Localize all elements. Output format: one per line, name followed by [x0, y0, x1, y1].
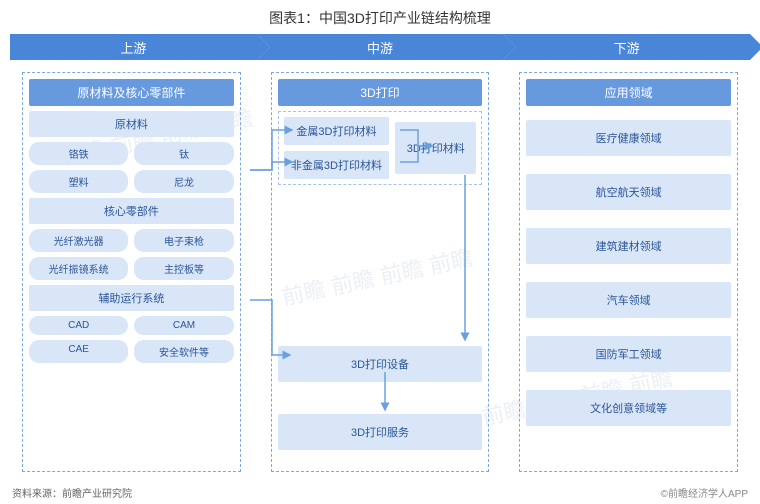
stage-arrow: 上游 中游 下游	[10, 34, 750, 64]
upstream-column: 原材料及核心零部件 原材料 铬铁 钛 塑料 尼龙 核心零部件 光纤激光器 电子束…	[22, 72, 241, 472]
part-item: 主控板等	[134, 257, 233, 280]
aux-item: CAM	[134, 316, 233, 335]
part-item: 光纤振镜系统	[29, 257, 128, 280]
upstream-sec-materials: 原材料	[29, 111, 234, 137]
part-item: 光纤激光器	[29, 229, 128, 252]
downstream-column: 应用领域 医疗健康领域 航空航天领域 建筑建材领域 汽车领域 国防军工领域 文化…	[519, 72, 738, 472]
field-item: 建筑建材领域	[526, 228, 731, 264]
aux-item: CAE	[29, 340, 128, 363]
field-item: 航空航天领域	[526, 174, 731, 210]
field-item: 国防军工领域	[526, 336, 731, 372]
mid-service: 3D打印服务	[278, 414, 483, 450]
field-item: 文化创意领域等	[526, 390, 731, 426]
midstream-header: 3D打印	[278, 79, 483, 106]
upstream-header: 原材料及核心零部件	[29, 79, 234, 106]
part-item: 电子束枪	[134, 229, 233, 252]
mid-materials: 3D打印材料	[395, 122, 476, 174]
material-item: 钛	[134, 142, 233, 165]
source-footer: 资料来源：前瞻产业研究院	[12, 485, 132, 500]
upstream-sec-aux: 辅助运行系统	[29, 285, 234, 311]
material-item: 塑料	[29, 170, 128, 193]
material-item: 尼龙	[134, 170, 233, 193]
midstream-materials-group: 金属3D打印材料 非金属3D打印材料 3D打印材料	[278, 111, 483, 185]
mid-metal-material: 金属3D打印材料	[284, 117, 390, 145]
chart-title: 图表1：中国3D打印产业链结构梳理	[0, 0, 760, 34]
aux-item: CAD	[29, 316, 128, 335]
upstream-sec-parts: 核心零部件	[29, 198, 234, 224]
downstream-header: 应用领域	[526, 79, 731, 106]
material-item: 铬铁	[29, 142, 128, 165]
aux-item: 安全软件等	[134, 340, 233, 363]
midstream-column: 3D打印 金属3D打印材料 非金属3D打印材料 3D打印材料 3D打印设备 3D…	[271, 72, 490, 472]
field-item: 汽车领域	[526, 282, 731, 318]
copyright-footer: ©前瞻经济学人APP	[661, 485, 748, 500]
mid-nonmetal-material: 非金属3D打印材料	[284, 151, 390, 179]
field-item: 医疗健康领域	[526, 120, 731, 156]
stage-upstream: 上游	[10, 34, 257, 60]
mid-equipment: 3D打印设备	[278, 346, 483, 382]
stage-midstream: 中游	[257, 34, 504, 60]
stage-downstream: 下游	[503, 34, 750, 60]
